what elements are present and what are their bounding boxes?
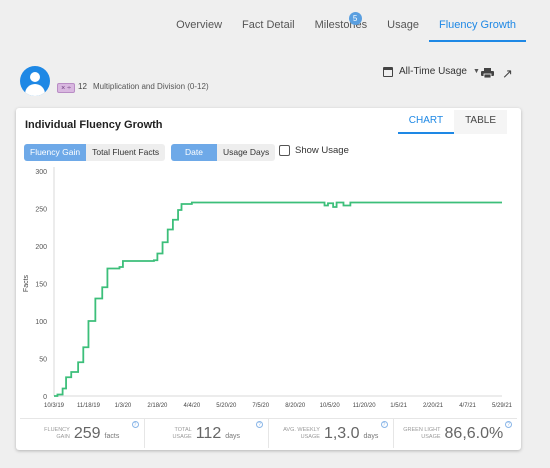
stat-green-light-usage: GREEN LIGHT USAGE 86,6.0% ? — [394, 419, 518, 448]
stat-unit: facts — [104, 433, 120, 440]
tab-table[interactable]: TABLE — [454, 110, 507, 134]
stat-label: TOTAL USAGE — [172, 427, 191, 441]
operations-chip: × ÷ — [57, 83, 75, 93]
fluency-gain-button[interactable]: Fluency Gain — [24, 144, 87, 161]
stat-value: 86,6.0% — [444, 424, 504, 442]
print-icon[interactable] — [481, 68, 494, 78]
y-tick-label: 300 — [35, 169, 47, 176]
help-icon[interactable]: ? — [131, 421, 139, 428]
stat-value: 259 — [73, 424, 101, 442]
expand-icon[interactable]: ↗ — [502, 66, 513, 81]
x-tick-label: 1/3/20 — [115, 403, 132, 409]
y-tick-label: 250 — [35, 207, 47, 214]
show-usage-label: Show Usage — [295, 145, 349, 156]
y-tick-label: 150 — [35, 282, 47, 289]
stat-label-line: GREEN LIGHT — [403, 426, 441, 433]
stat-value: 1,3.0 — [323, 424, 360, 442]
tab-fluency-growth[interactable]: Fluency Growth — [428, 10, 526, 42]
show-usage-checkbox[interactable]: Show Usage — [279, 145, 349, 156]
help-icon[interactable]: ? — [256, 421, 263, 428]
total-fluent-facts-button[interactable]: Total Fluent Facts — [86, 144, 166, 161]
tab-milestones[interactable]: Milestones 5 — [305, 10, 378, 42]
stat-label-line: USAGE — [300, 433, 320, 440]
checkbox-box[interactable] — [279, 145, 290, 156]
y-tick-label: 50 — [39, 357, 47, 364]
avatar-body — [25, 84, 45, 96]
x-tick-label: 5/29/21 — [492, 403, 513, 409]
stat-unit: days — [225, 433, 241, 440]
stat-label-line: AVG. WEEKLY — [283, 426, 320, 433]
stat-label: AVG. WEEKLY USAGE — [283, 427, 320, 441]
stats-bar: FLUENCY GAIN 259 facts ? TOTAL USAGE 112 d… — [20, 418, 517, 448]
date-range-select[interactable]: All-Time Usage ▼ — [383, 66, 480, 77]
x-tick-label: 10/3/19 — [44, 403, 65, 409]
fluency-growth-card: Individual Fluency Growth CHART TABLE Fl… — [16, 108, 521, 450]
level-number: 12 — [78, 82, 87, 91]
y-tick-label: 0 — [43, 394, 47, 401]
y-tick-label: 100 — [35, 319, 47, 326]
x-tick-label: 2/18/20 — [147, 403, 168, 409]
y-axis-label: Facts — [23, 274, 30, 292]
stat-fluency-gain: FLUENCY GAIN 259 facts ? — [20, 419, 145, 448]
chevron-down-icon: ▼ — [472, 68, 480, 75]
tab-chart[interactable]: CHART — [397, 110, 455, 134]
date-button[interactable]: Date — [171, 144, 217, 161]
date-range-label: All-Time Usage — [399, 66, 467, 77]
card-title: Individual Fluency Growth — [25, 119, 163, 131]
help-icon[interactable]: ? — [380, 421, 388, 428]
usage-days-button[interactable]: Usage Days — [216, 144, 276, 161]
tab-fact-detail[interactable]: Fact Detail — [242, 19, 295, 31]
x-tick-label: 7/5/20 — [252, 403, 269, 409]
stat-label-line: FLUENCY — [44, 426, 70, 433]
fluency-growth-line — [54, 201, 502, 397]
x-tick-label: 11/18/19 — [77, 403, 101, 409]
stat-label: GREEN LIGHT USAGE — [403, 427, 440, 441]
stat-label-line: TOTAL — [174, 426, 192, 433]
stat-label-line: USAGE — [421, 433, 441, 440]
stat-label-line: USAGE — [172, 433, 192, 440]
avatar — [20, 66, 50, 96]
x-tick-label: 4/4/20 — [184, 403, 201, 409]
axis-toggle: Date Usage Days — [171, 144, 276, 161]
stat-avg-weekly-usage: AVG. WEEKLY USAGE 1,3.0 days ? — [269, 419, 394, 448]
top-nav: Overview Fact Detail Milestones 5 Usage … — [166, 10, 526, 42]
x-tick-label: 2/20/21 — [423, 403, 444, 409]
x-tick-label: 8/20/20 — [285, 403, 306, 409]
x-tick-label: 4/7/21 — [459, 403, 476, 409]
stat-label-line: GAIN — [56, 433, 70, 440]
x-tick-label: 5/20/20 — [216, 403, 237, 409]
help-icon[interactable]: ? — [505, 421, 512, 428]
level-name: Multiplication and Division (0-12) — [93, 82, 209, 91]
tab-usage[interactable]: Usage — [387, 19, 419, 31]
fluency-chart: 0 50 100 150 200 250 300 10/3/19 11/18/19 1/3/20 2… — [23, 167, 513, 409]
calendar-icon — [383, 66, 393, 77]
stat-value: 112 — [195, 424, 222, 442]
avatar-head — [30, 72, 40, 82]
y-tick-label: 200 — [35, 244, 47, 251]
view-toggle: CHART TABLE — [397, 110, 507, 134]
metric-toggle: Fluency Gain Total Fluent Facts — [24, 144, 166, 161]
stat-label: FLUENCY GAIN — [44, 427, 70, 441]
x-tick-label: 11/20/20 — [353, 403, 377, 409]
tab-overview[interactable]: Overview — [176, 19, 223, 31]
milestones-badge: 5 — [348, 12, 362, 25]
x-tick-label: 1/5/21 — [390, 403, 407, 409]
stat-unit: days — [363, 433, 379, 440]
x-tick-label: 10/5/20 — [320, 403, 341, 409]
stat-total-usage: TOTAL USAGE 112 days ? — [145, 419, 269, 448]
